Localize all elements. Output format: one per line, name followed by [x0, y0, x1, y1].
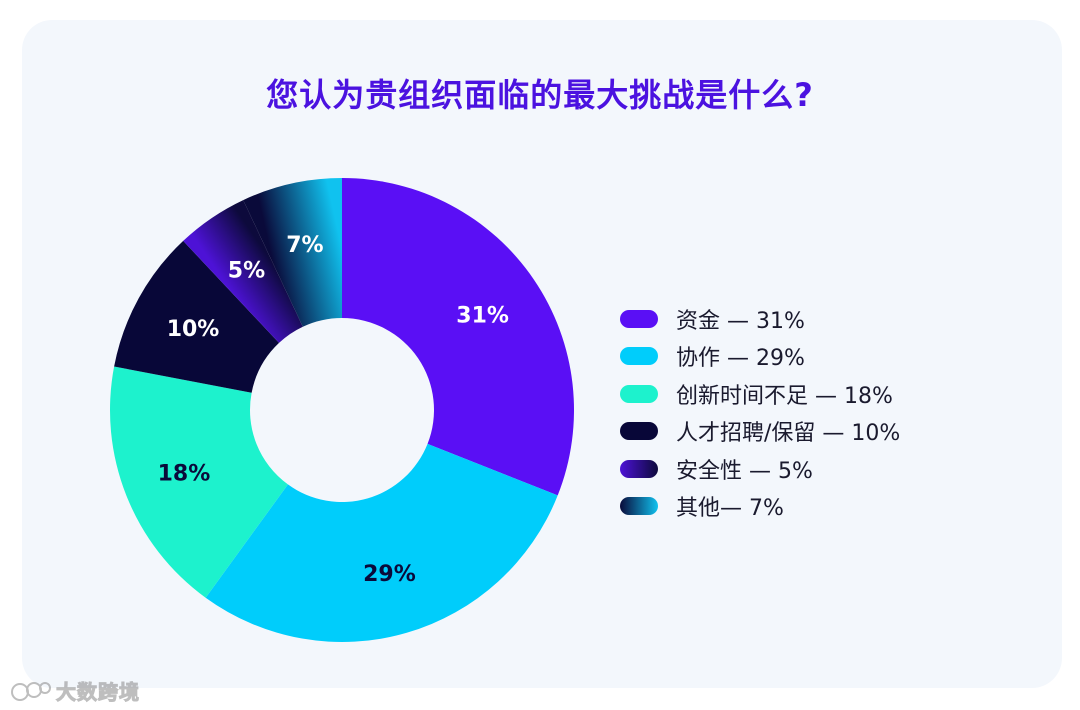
legend-swatch [620, 384, 658, 403]
legend-label: 协作 — 29% [676, 346, 805, 372]
watermark: 大数跨境 [10, 676, 140, 705]
slice-value-label: 18% [158, 462, 211, 487]
slice-value-label: 31% [456, 303, 509, 328]
legend-item: 安全性 — 5% [620, 450, 1040, 488]
donut-slice [183, 200, 303, 343]
legend-item: 人才招聘/保留 — 10% [620, 413, 1040, 451]
legend-label: 资金 — 31% [676, 308, 805, 334]
slice-labels: 31% 29% 18% 10% 5% 7% [158, 233, 509, 587]
slice-value-label: 5% [228, 258, 265, 283]
legend-label: 其他— 7% [676, 496, 784, 522]
legend-item: 创新时间不足 — 18% [620, 375, 1040, 413]
slice-value-label: 7% [286, 233, 323, 258]
legend-label: 人才招聘/保留 — 10% [676, 421, 901, 447]
legend-label: 创新时间不足 — 18% [676, 383, 893, 409]
donut-slice [110, 366, 288, 598]
legend-swatch [620, 497, 658, 516]
donut-slice [342, 178, 574, 496]
legend-item: 其他— 7% [620, 488, 1040, 526]
legend-swatch [620, 347, 658, 366]
donut-slices [110, 178, 574, 642]
legend-swatch [620, 459, 658, 478]
legend-swatch [620, 422, 658, 441]
donut-slice [243, 178, 342, 327]
legend-swatch [620, 309, 658, 328]
slice-value-label: 10% [167, 317, 220, 342]
donut-slice [114, 240, 280, 393]
chart-title: 您认为贵组织面临的最大挑战是什么? [266, 76, 814, 114]
legend-item: 资金 — 31% [620, 300, 1040, 338]
watermark-text: 大数跨境 [56, 680, 140, 705]
donut-slice [205, 443, 558, 642]
legend-item: 协作 — 29% [620, 338, 1040, 376]
legend-label: 安全性 — 5% [676, 458, 813, 484]
slice-value-label: 29% [363, 562, 416, 587]
watermark-logo-icon [11, 681, 51, 701]
chart-legend: 资金 — 31% 协作 — 29% 创新时间不足 — 18% 人才招聘/保留 — 10… [620, 300, 1040, 525]
